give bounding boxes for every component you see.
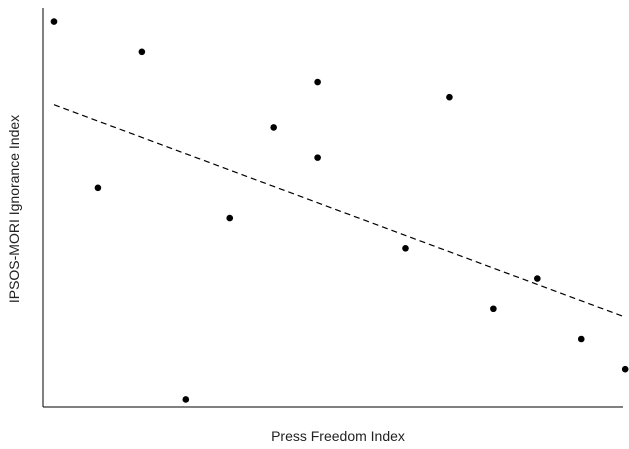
data-points (50, 18, 629, 403)
data-point (94, 184, 102, 192)
trendline (53, 104, 624, 317)
data-point (138, 48, 146, 56)
x-axis-label: Press Freedom Index (271, 428, 405, 444)
data-point (314, 154, 321, 161)
data-point (182, 396, 190, 403)
data-point (226, 214, 234, 222)
data-point (534, 275, 541, 282)
data-point (314, 78, 321, 86)
y-axis-label: IPSOS-MORI Ignorance Index (6, 115, 22, 303)
data-point (490, 305, 497, 313)
data-point (446, 93, 453, 101)
data-point (50, 18, 58, 25)
data-point (577, 335, 585, 343)
data-point (402, 245, 409, 252)
data-point (621, 365, 629, 373)
data-point (270, 124, 277, 131)
